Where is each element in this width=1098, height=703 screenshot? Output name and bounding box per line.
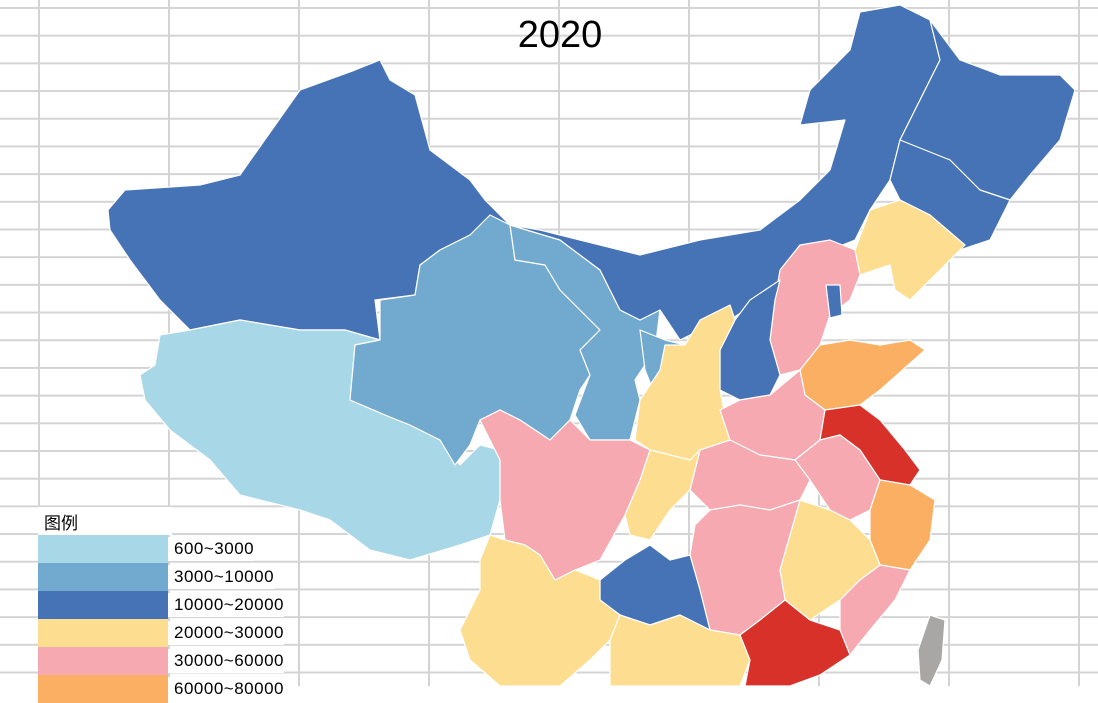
china-choropleth-map	[107, 4, 1076, 686]
legend-swatch	[38, 675, 168, 703]
legend-item: 10000~20000	[38, 591, 284, 619]
legend-item: 600~3000	[38, 535, 284, 563]
legend-item: 20000~30000	[38, 619, 284, 647]
region-qinghai	[349, 214, 601, 466]
legend-label: 600~3000	[168, 537, 255, 561]
legend-label: 10000~20000	[168, 593, 284, 617]
region-zhejiang	[869, 479, 936, 571]
legend-label: 3000~10000	[168, 565, 275, 589]
legend-label: 30000~60000	[168, 649, 284, 673]
legend: 图例 600~3000 3000~10000 10000~20000 20000…	[38, 507, 284, 703]
legend-item: 60000~80000	[38, 675, 284, 703]
region-taiwan	[917, 614, 946, 686]
map-title: 2020	[517, 14, 603, 56]
legend-swatch	[38, 563, 168, 591]
region-guangdong	[739, 599, 851, 686]
legend-label: 60000~80000	[168, 677, 284, 701]
legend-title: 图例	[38, 507, 172, 535]
legend-swatch	[38, 647, 168, 675]
legend-item: 30000~60000	[38, 647, 284, 675]
legend-swatch	[38, 619, 168, 647]
region-shandong	[799, 339, 926, 411]
region-beijing-tianjin	[825, 284, 843, 319]
legend-swatch	[38, 591, 168, 619]
region-jilin	[889, 139, 1011, 251]
legend-swatch	[38, 535, 168, 563]
legend-item: 3000~10000	[38, 563, 284, 591]
legend-label: 20000~30000	[168, 621, 284, 645]
